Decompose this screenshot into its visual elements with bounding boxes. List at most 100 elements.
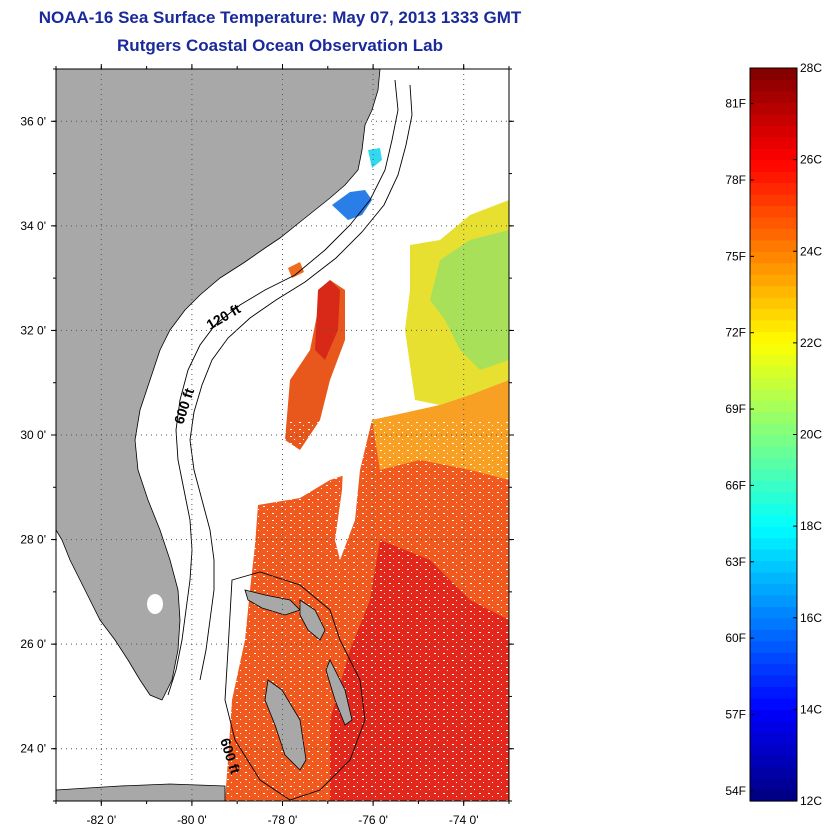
lake-okeechobee [147, 594, 163, 614]
colorbar-band [750, 388, 797, 401]
colorbar-band [750, 606, 797, 619]
colorbar-band [750, 640, 797, 653]
colorbar-f-label: 81F [725, 97, 746, 111]
colorbar-band [750, 468, 797, 481]
colorbar-f-label: 78F [725, 173, 746, 187]
colorbar-f-label: 75F [725, 249, 746, 263]
colorbar-band [750, 594, 797, 607]
colorbar-band [750, 480, 797, 493]
map-axes: -82 0' -80 0' -78 0' -76 0' -74 0' 24 0' 26 0'… [20, 64, 514, 827]
colorbar-band [750, 732, 797, 745]
colorbar-band [750, 675, 797, 688]
colorbar-band [750, 239, 797, 252]
colorbar-band [750, 228, 797, 241]
contour-120ft [167, 79, 399, 696]
colorbar-band [750, 331, 797, 344]
contour-600ft [189, 84, 413, 681]
colorbar-band [750, 148, 797, 161]
colorbar-band [750, 789, 797, 802]
colorbar-bands [750, 68, 797, 802]
colorbar-band [750, 411, 797, 424]
map-title: NOAA-16 Sea Surface Temperature: May 07,… [38, 8, 522, 27]
colorbar-f-label: 57F [725, 707, 746, 721]
colorbar-band [750, 755, 797, 768]
sst-data-layer [225, 148, 509, 801]
colorbar-band [750, 308, 797, 321]
colorbar-band [750, 68, 797, 81]
colorbar-c-label: 16C [800, 611, 822, 625]
colorbar-band [750, 491, 797, 504]
colorbar-band [750, 125, 797, 138]
sst-map: 120 ft 600 ft 600 ft -82 0' -80 0' -78 0' -… [20, 64, 514, 827]
lon-tick-label: -74 0' [449, 813, 479, 827]
colorbar-band [750, 629, 797, 642]
sst-region-northeast-green [430, 230, 509, 370]
sst-region-shelf-orange [288, 262, 304, 278]
colorbar-c-label: 22C [800, 336, 822, 350]
contour-bahamas-bank [224, 571, 366, 801]
colorbar-band [750, 503, 797, 516]
colorbar-f-label: 72F [725, 326, 746, 340]
colorbar-band [750, 297, 797, 310]
colorbar-band [750, 251, 797, 264]
colorbar-band [750, 537, 797, 550]
colorbar-c-label: 18C [800, 519, 822, 533]
colorbar-band [750, 216, 797, 229]
colorbar-band [750, 445, 797, 459]
colorbar-c-label: 14C [800, 702, 822, 716]
sst-region-coastal-blue [332, 190, 372, 220]
land-andros-island [264, 679, 307, 771]
colorbar-f-label: 60F [725, 631, 746, 645]
colorbar-band [750, 583, 797, 596]
temperature-colorbar: 28C 26C 24C 22C 20C 18C 16C 14C 12C 81F 78F 75F 72F 6… [725, 61, 822, 808]
colorbar-c-label: 24C [800, 244, 822, 258]
land-layer [56, 69, 381, 801]
lat-tick-label: 34 0' [20, 219, 46, 233]
bathymetry-contours [167, 79, 413, 801]
lat-tick-label: 30 0' [20, 428, 46, 442]
land-grand-bahama [244, 589, 301, 616]
colorbar-band [750, 262, 797, 275]
cloud-gap [335, 420, 360, 560]
land-eleuthera [325, 659, 353, 726]
land-abaco [299, 599, 326, 641]
sst-region-sound-cyan [368, 148, 382, 168]
colorbar-band [750, 319, 797, 333]
colorbar-band [750, 617, 797, 630]
colorbar-f-label: 69F [725, 402, 746, 416]
colorbar-band [750, 365, 797, 378]
colorbar-f-label: 63F [725, 555, 746, 569]
colorbar-band [750, 102, 797, 115]
colorbar-band [750, 274, 797, 287]
colorbar-band [750, 743, 797, 756]
colorbar-c-label: 28C [800, 61, 822, 75]
land-us-mainland [56, 69, 381, 701]
colorbar-band [750, 652, 797, 665]
lon-tick-label: -78 0' [268, 813, 298, 827]
colorbar-band [750, 79, 797, 92]
colorbar-band [750, 514, 797, 527]
colorbar-band [750, 549, 797, 562]
sst-region-gulfstream-core [315, 280, 340, 360]
colorbar-ticks: 28C 26C 24C 22C 20C 18C 16C 14C 12C 81F 78F 75F 72F 6… [725, 61, 822, 808]
lat-tick-label: 28 0' [20, 533, 46, 547]
colorbar-band [750, 377, 797, 390]
colorbar-f-label: 66F [725, 478, 746, 492]
lon-tick-label: -82 0' [86, 813, 116, 827]
colorbar-band [750, 663, 797, 676]
land-florida-keys [56, 783, 226, 801]
colorbar-band [750, 285, 797, 298]
colorbar-band [750, 400, 797, 413]
colorbar-band [750, 560, 797, 573]
lat-tick-label: 26 0' [20, 637, 46, 651]
colorbar-band [750, 766, 797, 779]
colorbar-band [750, 697, 797, 710]
colorbar-band [750, 571, 797, 584]
colorbar-f-label: 54F [725, 784, 746, 798]
colorbar-c-label: 12C [800, 794, 822, 808]
cloud-speckle [225, 420, 509, 801]
lat-tick-label: 32 0' [20, 323, 46, 337]
colorbar-band [750, 136, 797, 149]
map-subtitle: Rutgers Coastal Ocean Observation Lab [117, 36, 443, 55]
colorbar-band [750, 457, 797, 470]
